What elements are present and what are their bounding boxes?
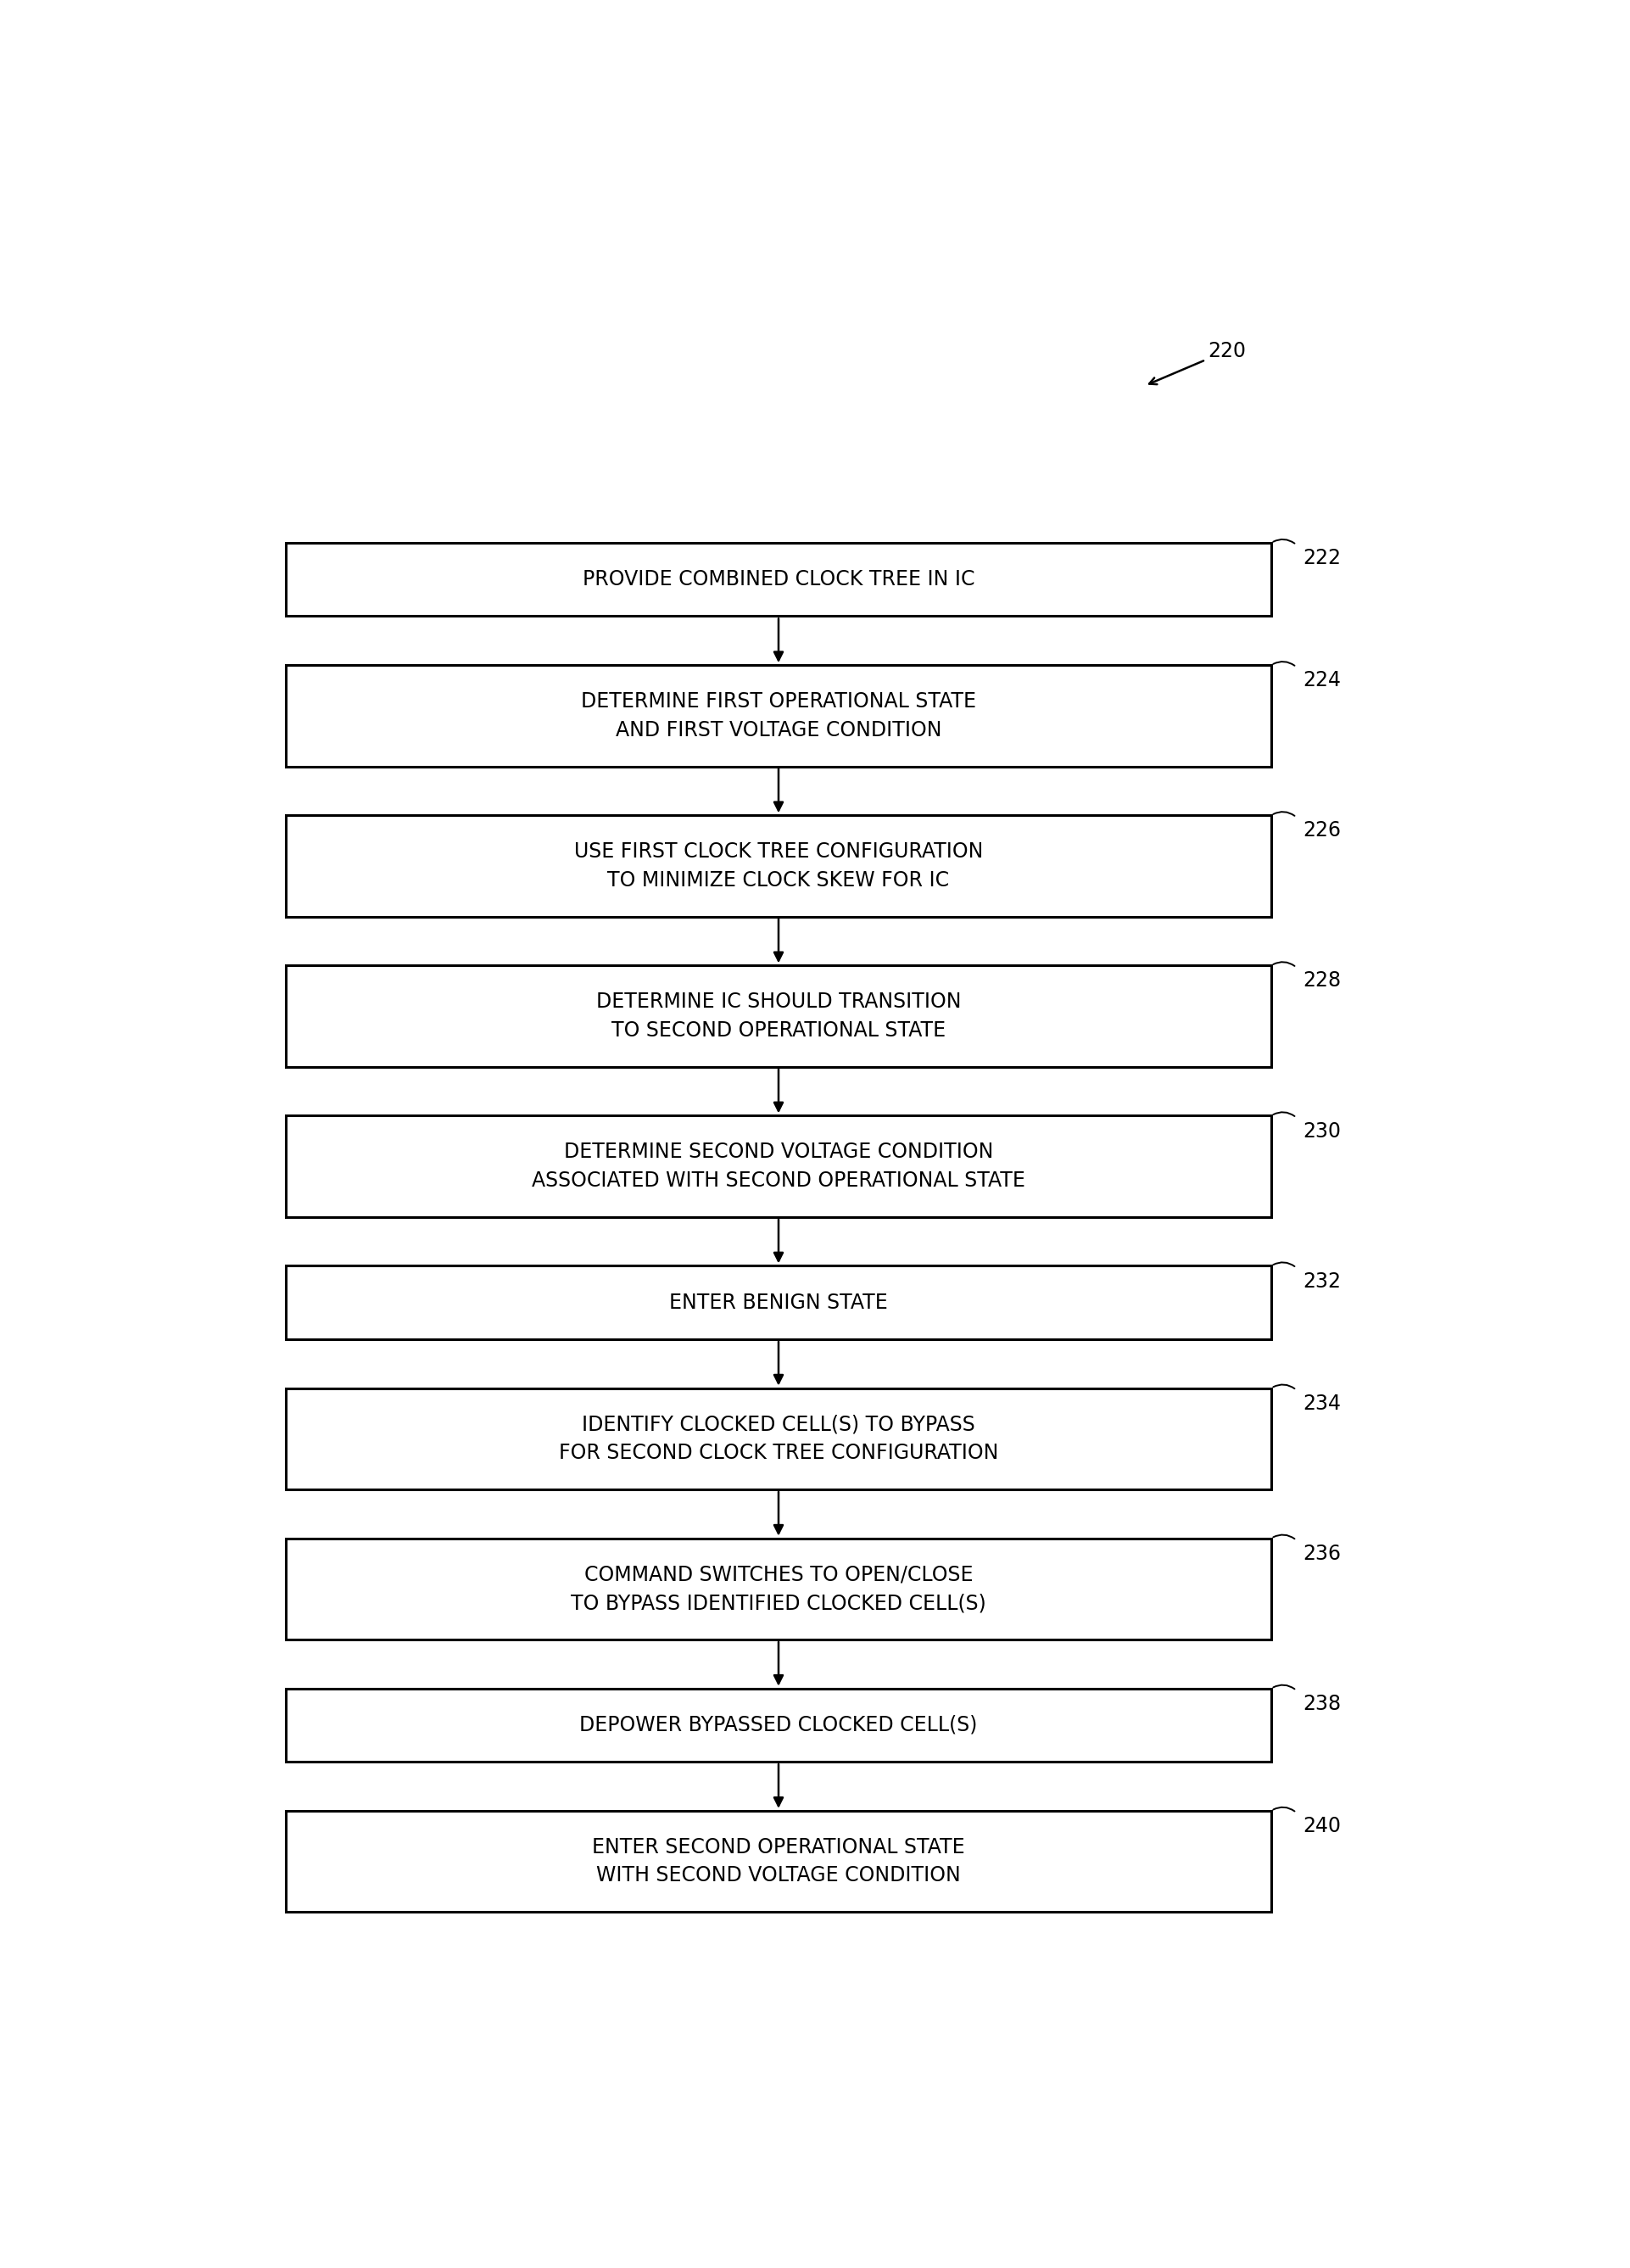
FancyArrowPatch shape <box>1273 1111 1294 1116</box>
FancyArrowPatch shape <box>1273 662 1294 665</box>
FancyArrowPatch shape <box>1273 1685 1294 1690</box>
Bar <box>285 1687 1271 1762</box>
Text: DETERMINE FIRST OPERATIONAL STATE
AND FIRST VOLTAGE CONDITION: DETERMINE FIRST OPERATIONAL STATE AND FI… <box>580 692 976 739</box>
Bar <box>285 814 1271 916</box>
Bar <box>285 1538 1271 1640</box>
Text: 228: 228 <box>1302 971 1341 991</box>
Text: COMMAND SWITCHES TO OPEN/CLOSE
TO BYPASS IDENTIFIED CLOCKED CELL(S): COMMAND SWITCHES TO OPEN/CLOSE TO BYPASS… <box>570 1565 986 1613</box>
Text: 224: 224 <box>1302 671 1341 692</box>
Text: 234: 234 <box>1302 1393 1341 1413</box>
Text: 232: 232 <box>1302 1270 1341 1290</box>
Bar <box>285 1810 1271 1912</box>
Text: 226: 226 <box>1302 821 1341 841</box>
Text: DETERMINE IC SHOULD TRANSITION
TO SECOND OPERATIONAL STATE: DETERMINE IC SHOULD TRANSITION TO SECOND… <box>597 991 962 1041</box>
FancyArrowPatch shape <box>1273 1808 1294 1812</box>
Text: DEPOWER BYPASSED CLOCKED CELL(S): DEPOWER BYPASSED CLOCKED CELL(S) <box>580 1715 978 1735</box>
Text: DETERMINE SECOND VOLTAGE CONDITION
ASSOCIATED WITH SECOND OPERATIONAL STATE: DETERMINE SECOND VOLTAGE CONDITION ASSOC… <box>531 1141 1025 1191</box>
FancyArrowPatch shape <box>1273 812 1294 816</box>
Bar <box>285 1116 1271 1218</box>
FancyArrowPatch shape <box>1273 1383 1294 1388</box>
FancyArrowPatch shape <box>1273 540 1294 544</box>
Text: 222: 222 <box>1302 549 1341 569</box>
Text: ENTER BENIGN STATE: ENTER BENIGN STATE <box>670 1293 888 1313</box>
FancyArrowPatch shape <box>1273 1263 1294 1266</box>
Text: USE FIRST CLOCK TREE CONFIGURATION
TO MINIMIZE CLOCK SKEW FOR IC: USE FIRST CLOCK TREE CONFIGURATION TO MI… <box>574 841 983 891</box>
Text: IDENTIFY CLOCKED CELL(S) TO BYPASS
FOR SECOND CLOCK TREE CONFIGURATION: IDENTIFY CLOCKED CELL(S) TO BYPASS FOR S… <box>559 1415 998 1463</box>
Bar <box>285 542 1271 617</box>
Text: PROVIDE COMBINED CLOCK TREE IN IC: PROVIDE COMBINED CLOCK TREE IN IC <box>582 569 975 590</box>
Bar <box>285 1388 1271 1490</box>
Text: 236: 236 <box>1302 1545 1341 1565</box>
Text: ENTER SECOND OPERATIONAL STATE
WITH SECOND VOLTAGE CONDITION: ENTER SECOND OPERATIONAL STATE WITH SECO… <box>592 1837 965 1885</box>
Text: 240: 240 <box>1302 1817 1341 1837</box>
Text: 230: 230 <box>1302 1120 1341 1141</box>
Bar <box>285 665 1271 767</box>
FancyArrowPatch shape <box>1273 962 1294 966</box>
Text: 238: 238 <box>1302 1694 1341 1715</box>
Bar <box>285 1266 1271 1338</box>
Text: 220: 220 <box>1149 340 1247 383</box>
FancyArrowPatch shape <box>1273 1535 1294 1538</box>
Bar <box>285 966 1271 1066</box>
